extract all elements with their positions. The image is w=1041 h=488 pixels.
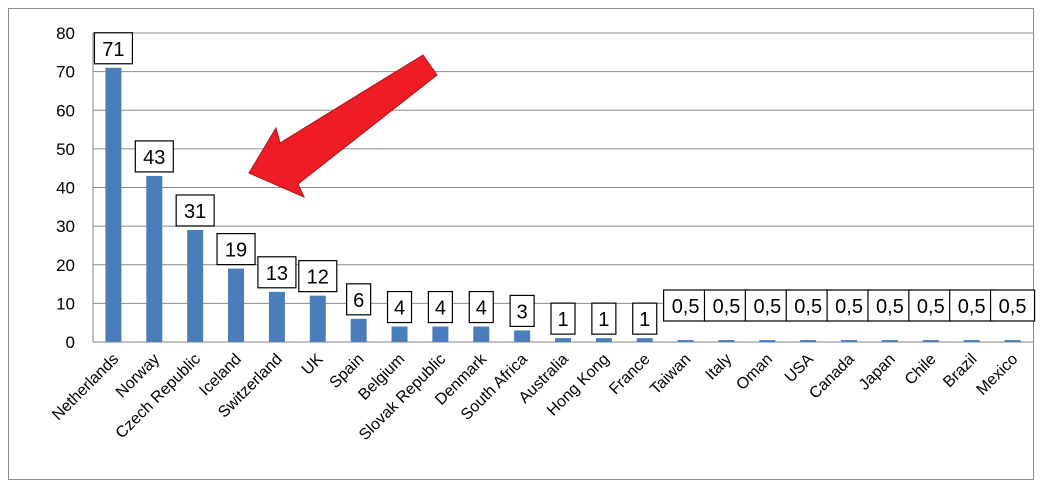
data-label-box (826, 289, 872, 322)
data-label-box (550, 302, 576, 335)
x-tick-label: UK (299, 351, 327, 379)
data-label-box (509, 294, 535, 328)
chart-frame (8, 8, 1034, 480)
data-label-box (257, 256, 297, 289)
data-label: 12 (307, 267, 329, 289)
data-label: 0,5 (672, 296, 700, 318)
data-label: 31 (184, 201, 206, 223)
x-tick-label: Italy (703, 351, 736, 384)
bars (105, 67, 1021, 342)
x-tick-label: Chile (902, 351, 940, 389)
x-tick-label: Mexico (974, 351, 1022, 399)
data-label: 4 (394, 298, 405, 320)
data-label: 3 (517, 301, 528, 323)
bar (391, 326, 408, 342)
data-label-box (298, 260, 338, 293)
data-label: 1 (598, 309, 609, 331)
x-tick-label: Netherlands (49, 351, 122, 424)
bar (718, 340, 735, 342)
data-label: 6 (353, 290, 364, 312)
data-label: 0,5 (713, 296, 741, 318)
y-axis: 0 10 20 30 40 50 60 70 80 (56, 24, 94, 352)
data-label-box (134, 140, 174, 173)
data-label-box (632, 302, 658, 335)
bar (555, 338, 571, 342)
y-tick-label: 70 (56, 63, 75, 82)
y-tick-label: 50 (56, 140, 75, 159)
data-label-box (175, 194, 215, 227)
bar (350, 318, 367, 342)
y-tick-label: 40 (56, 179, 75, 198)
x-tick-label: Canada (806, 351, 858, 403)
x-tick-label: Oman (733, 351, 776, 394)
bar (759, 340, 776, 342)
data-label: 43 (143, 147, 165, 169)
gridlines (93, 32, 1033, 343)
bar (228, 268, 245, 342)
bar (146, 175, 163, 342)
bar (432, 326, 449, 342)
bar (514, 330, 531, 342)
y-tick-label: 60 (56, 101, 75, 120)
bar (105, 67, 122, 342)
red-arrow-annotation (248, 54, 438, 198)
bar (677, 340, 694, 342)
data-label-box (386, 290, 413, 324)
y-tick-label: 80 (56, 24, 75, 43)
bar (1004, 340, 1021, 342)
data-label-box (591, 302, 617, 335)
data-label: 19 (225, 240, 247, 262)
y-tick-label: 30 (56, 217, 75, 236)
data-label: 1 (639, 309, 650, 331)
data-label-box (346, 283, 372, 316)
data-label: 0,5 (999, 296, 1027, 318)
bar (595, 338, 612, 342)
data-label: 4 (435, 298, 446, 320)
bar (473, 326, 490, 342)
data-label: 0,5 (876, 296, 904, 318)
bar (268, 291, 285, 342)
bar (309, 295, 326, 342)
bar (800, 340, 817, 342)
bar (922, 340, 939, 342)
data-label-box (908, 289, 954, 322)
bar (963, 340, 980, 342)
data-label: 0,5 (753, 296, 781, 318)
bar (636, 338, 653, 342)
data-label: 1 (557, 309, 568, 331)
data-label-box (216, 233, 256, 266)
bar (881, 340, 898, 342)
y-tick-label: 20 (56, 256, 75, 275)
x-tick-label: USA (782, 351, 818, 387)
data-label: 13 (266, 263, 288, 285)
data-label: 0,5 (917, 296, 945, 318)
data-label-box (468, 290, 494, 324)
data-label: 0,5 (958, 296, 986, 318)
data-label-box (703, 289, 750, 322)
data-label-box (744, 289, 790, 322)
x-tick-label: Taiwan (647, 351, 694, 398)
data-label-box (93, 32, 134, 65)
data-label: 4 (476, 298, 487, 320)
data-label-box (785, 289, 831, 322)
data-label-box (949, 289, 995, 322)
data-label: 71 (102, 39, 124, 61)
y-tick-label: 10 (56, 294, 75, 313)
bar (841, 340, 858, 342)
data-label-box (427, 290, 453, 324)
data-label: 0,5 (794, 296, 822, 318)
x-tick-label: France (606, 351, 653, 398)
data-label: 0,5 (835, 296, 863, 318)
data-label-box (989, 289, 1036, 322)
y-tick-label: 0 (66, 333, 75, 352)
bar (187, 229, 204, 342)
x-tick-label: Japan (856, 351, 899, 394)
